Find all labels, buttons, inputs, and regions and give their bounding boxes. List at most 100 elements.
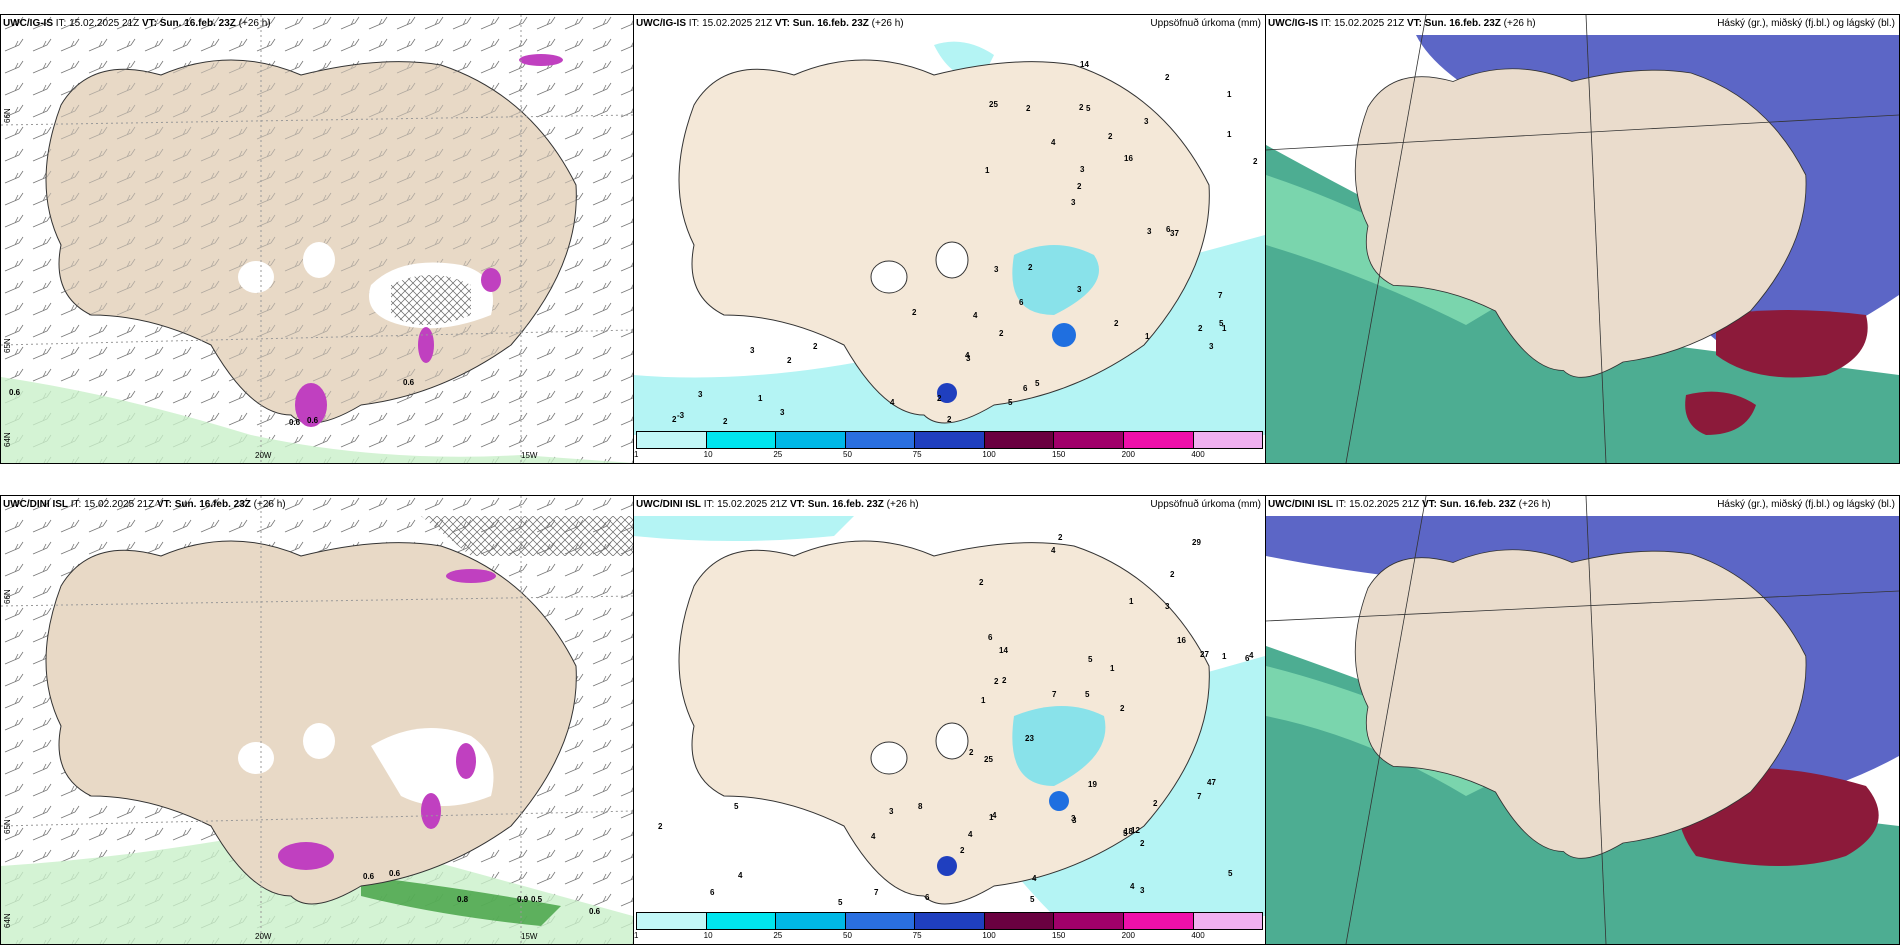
wind-value: 0.8 [457,895,469,904]
colorbar-cell [1054,432,1124,448]
precip-map: 1113322234465163725142312332222762236334… [634,41,1265,435]
precip-value: 1 [758,394,763,403]
precip-value: 14 [1080,60,1089,69]
panel-header: UWC/DINI ISL IT: 15.02.2025 21Z VT: Sun.… [636,499,919,510]
colorbar-cell [1123,913,1194,929]
precip-value: 1 [1222,652,1227,661]
colorbar-cell [706,913,777,929]
precip-value: 2 [1198,324,1203,333]
precip-title: Uppsöfnuð úrkoma (mm) [1150,18,1261,29]
precip-value: 2 [912,308,917,317]
precip-value: 1 [1110,664,1115,673]
colorbar-tick: 100 [982,931,996,940]
panel-header: UWC/DINI ISL IT: 15.02.2025 21Z VT: Sun.… [1268,499,1551,510]
precip-value: 2 [1114,319,1119,328]
precip-value: 6 [925,893,930,902]
precip-value: 2 [969,748,974,757]
precip-values: 1113322234465163725142312332222762236334… [672,60,1258,426]
colorbar-tick: 100 [982,450,996,459]
wind-value: 0.6 [307,416,319,425]
precip-title: Uppsöfnuð úrkoma (mm) [1150,499,1261,510]
precip-value: 2 [1058,533,1063,542]
lat-label: 65N [3,819,12,834]
precip-value: 25 [989,100,998,109]
precip-value: 2 [1170,570,1175,579]
precip-value: 1 [1145,332,1150,341]
colorbar-tick: 200 [1121,450,1136,459]
wind-value: 0.6 [363,872,375,881]
precip-value: 1 [1227,90,1232,99]
precip-value: 2 [1028,263,1033,272]
precip-value: 2 [1002,676,1007,685]
precip-value: 1 [1222,324,1227,333]
precip-value: 4 [992,811,997,820]
precip-value: 1 [1129,597,1134,606]
cloud-title: Háský (gr.), miðský (fj.bl.) og lágský (… [1717,499,1895,510]
precip-value: 2 [658,822,663,831]
precip-value: 6 [1019,298,1024,307]
precip-value: 23 [1025,734,1034,743]
cloud-map [1266,496,1899,944]
precip-value: 3 [1080,165,1085,174]
panel-header: UWC/IG-IS IT: 15.02.2025 21Z VT: Sun. 16… [3,18,271,29]
colorbar-ticks: 1 10 25 50 75 100 150 200 400 [634,450,1263,461]
precip-value: 16 [1124,154,1133,163]
precip-value: 2 [1026,104,1031,113]
cloud-panel-row2: UWC/DINI ISL IT: 15.02.2025 21Z VT: Sun.… [1265,495,1900,945]
precip-value: 5 [1086,104,1091,113]
colorbar-tick: 200 [1121,931,1136,940]
wind-value: 0.6 [389,869,401,878]
wind-panel-row2: 0.6 0.8 0.9 0.5 0.6 0.6 UWC/DINI ISL IT:… [0,495,634,945]
precip-value: 2 [937,394,942,403]
precip-value: 3 [1144,117,1149,126]
precip-value: 1 [989,813,994,822]
precip-panel-row2: 2 2 6 5 2 2 2 3 1 1 1 1 4 7 18 12 19 29 16 23 14 2 4 1 2 6 5 27 47 25… [633,495,1266,945]
colorbar-tick: 150 [1052,931,1066,940]
precip-value: 2 [1079,103,1084,112]
precip-value: 3 [698,390,703,399]
precip-value: 12 [1131,826,1140,835]
precip-value: 7 [1052,690,1057,699]
precip-value: 5 [1088,655,1093,664]
precip-value: 6 [710,888,715,897]
colorbar-tick: 10 [703,931,713,940]
precip-value: 2 [1253,157,1258,166]
precip-value: 4 [1032,874,1037,883]
colorbar-cell [984,913,1055,929]
colorbar-tick: 25 [773,931,783,940]
precip-value: 25 [984,755,993,764]
precip-value: 4 [973,311,978,320]
precip-value: 3 [994,265,999,274]
wind-map: 0.6 0.8 0.9 0.5 0.6 0.6 [1,496,633,944]
precip-value: 4 [1249,651,1254,660]
precip-value: 6 [1023,384,1028,393]
lon-label: 20W [255,451,272,460]
precip-value: 2 [723,417,728,426]
precip-value: 5 [1030,895,1035,904]
precip-value: 1 [981,696,986,705]
wind-value: 0.6 [589,907,601,916]
precip-value: 2 [813,342,818,351]
precip-value: 16 [1177,636,1186,645]
lat-label: 66N [3,589,12,604]
colorbar-tick: 1 [634,450,639,459]
precip-value: 6 [1166,225,1171,234]
wind-value: 0.5 [531,895,543,904]
precip-value: 2 [1077,182,1082,191]
lat-label: 64N [3,432,12,447]
precip-value: 3 [780,408,785,417]
precip-value: 5 [1035,379,1040,388]
precip-value: 3 [889,807,894,816]
precip-value: 4 [871,832,876,841]
precip-value: 4 [890,398,895,407]
precip-value: 4 [1051,546,1056,555]
precip-value: 2 [1165,73,1170,82]
colorbar-cell [776,432,846,448]
colorbar-tick: 75 [912,931,922,940]
precip-value: 27 [1200,650,1209,659]
precip-value: 4 [1130,882,1135,891]
colorbar-tick: 150 [1052,450,1066,459]
cloud-title: Háský (gr.), miðský (fj.bl.) og lágský (… [1717,18,1895,29]
precip-value: 19 [1088,780,1097,789]
precip-value: -3 [677,411,685,420]
